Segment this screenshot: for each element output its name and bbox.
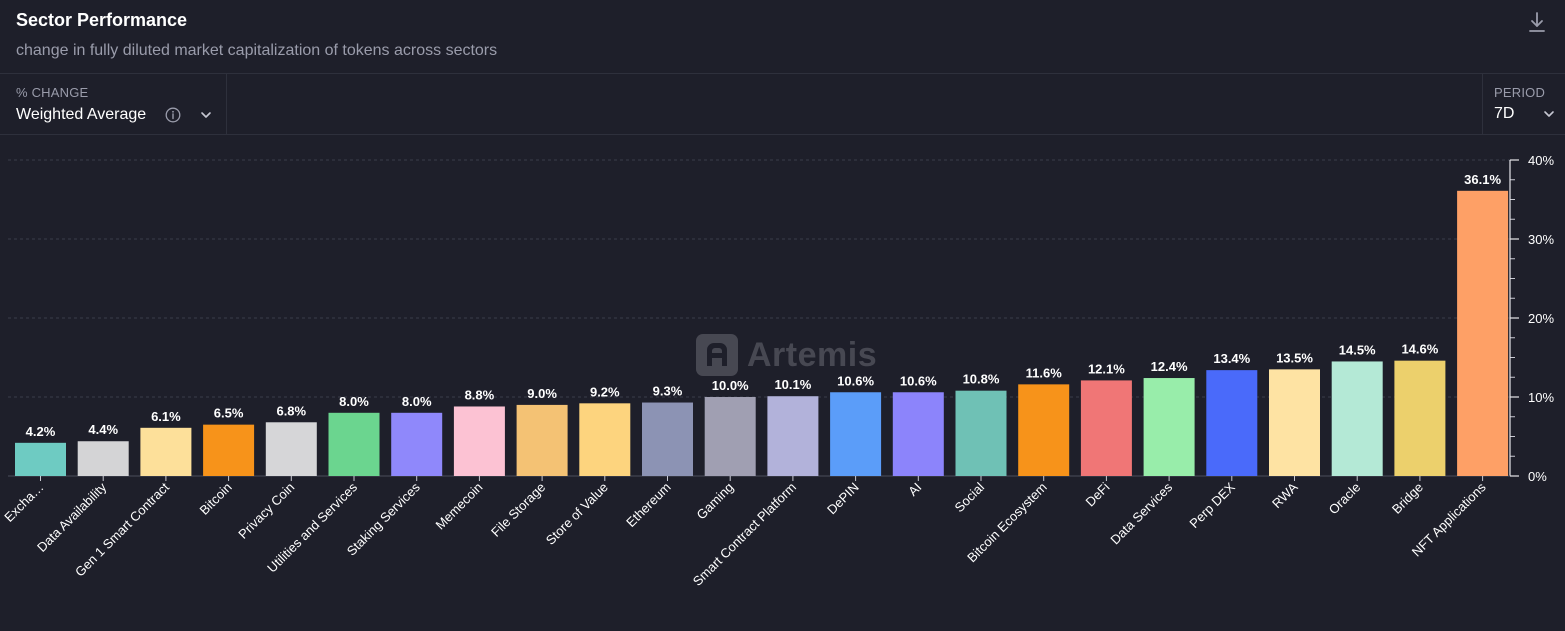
bar[interactable] xyxy=(1143,378,1195,476)
bar-value-label: 6.8% xyxy=(276,403,306,418)
category-label: Smart Contract Platform xyxy=(690,480,799,589)
metric-selector[interactable]: % CHANGE Weighted Average xyxy=(0,74,227,134)
category-label: AI xyxy=(905,480,924,499)
bar-value-label: 14.6% xyxy=(1401,342,1438,357)
category-label: Bitcoin xyxy=(197,480,235,518)
bar-value-label: 4.2% xyxy=(26,424,56,439)
category-label: Oracle xyxy=(1326,480,1364,518)
download-icon xyxy=(1529,12,1545,32)
category-label: DePIN xyxy=(824,480,862,518)
bar[interactable] xyxy=(579,403,631,476)
bar-value-label: 4.4% xyxy=(88,422,118,437)
bar[interactable] xyxy=(516,404,568,476)
period-label: PERIOD xyxy=(1494,85,1546,100)
y-tick-label: 40% xyxy=(1528,153,1554,168)
bar-value-label: 9.0% xyxy=(527,386,557,401)
category-label: Bridge xyxy=(1389,480,1426,517)
bar-value-label: 8.0% xyxy=(402,394,432,409)
category-label: Data Services xyxy=(1107,479,1175,547)
bar[interactable] xyxy=(1394,360,1446,476)
bar[interactable] xyxy=(955,390,1007,476)
bar-value-label: 8.8% xyxy=(465,387,495,402)
chart-subtitle: change in fully diluted market capitaliz… xyxy=(16,42,498,59)
bar-value-label: 10.0% xyxy=(712,378,749,393)
bar-value-label: 12.4% xyxy=(1151,359,1188,374)
info-icon[interactable] xyxy=(165,107,181,123)
artemis-watermark: Artemis xyxy=(696,334,877,376)
artemis-logo xyxy=(696,334,738,376)
bar[interactable] xyxy=(328,412,380,476)
y-tick-label: 10% xyxy=(1528,390,1554,405)
bar[interactable] xyxy=(77,441,129,476)
chart-header: Sector Performance change in fully dilut… xyxy=(0,0,1565,74)
category-label: Gaming xyxy=(694,480,737,523)
bar-value-label: 6.5% xyxy=(214,406,244,421)
y-tick-label: 0% xyxy=(1528,469,1547,484)
chevron-down-icon xyxy=(1544,111,1554,117)
bar[interactable] xyxy=(203,424,255,476)
category-label: DeFi xyxy=(1083,479,1113,509)
category-label: Perp DEX xyxy=(1186,479,1238,531)
category-label: Privacy Coin xyxy=(235,480,297,542)
bar[interactable] xyxy=(1018,384,1070,476)
bar[interactable] xyxy=(1206,370,1258,476)
category-label: Ethereum xyxy=(623,480,673,530)
bar-value-label: 10.8% xyxy=(963,372,1000,387)
bar[interactable] xyxy=(830,392,882,476)
period-selector[interactable]: PERIOD 7D xyxy=(1482,74,1565,134)
bar[interactable] xyxy=(1269,369,1320,476)
bar[interactable] xyxy=(642,402,693,476)
category-label: File Storage xyxy=(488,480,548,540)
bar-value-label: 13.4% xyxy=(1213,351,1250,366)
bar[interactable] xyxy=(892,392,944,476)
bar-value-label: 10.1% xyxy=(774,377,811,392)
bar-chart-svg: 0%10%20%30%40%4.2%Excha…4.4%Data Availab… xyxy=(1,153,1554,589)
bar-value-label: 8.0% xyxy=(339,394,369,409)
y-tick-label: 20% xyxy=(1528,311,1554,326)
bar-value-label: 36.1% xyxy=(1464,172,1501,187)
period-value: 7D xyxy=(1494,105,1515,122)
bar-value-label: 10.6% xyxy=(837,373,874,388)
bar[interactable] xyxy=(1080,380,1132,476)
bar-value-label: 12.1% xyxy=(1088,361,1125,376)
bar[interactable] xyxy=(391,412,443,476)
category-label: Memecoin xyxy=(433,480,486,533)
bar[interactable] xyxy=(453,406,505,476)
category-label: RWA xyxy=(1269,479,1301,511)
bar-value-label: 9.2% xyxy=(590,384,620,399)
bar[interactable] xyxy=(1457,190,1509,476)
y-tick-label: 30% xyxy=(1528,232,1554,247)
bar[interactable] xyxy=(15,442,66,476)
chart-controls: % CHANGE Weighted Average PERIOD 7D xyxy=(0,74,1565,135)
bar[interactable] xyxy=(704,397,756,476)
download-button[interactable] xyxy=(1524,10,1550,36)
bar-value-label: 6.1% xyxy=(151,409,181,424)
bar[interactable] xyxy=(767,396,819,476)
bar-chart: 0% 10% 20% 30% 40% 4.2% Excha… 4.4% Data Availab… xyxy=(0,135,1565,626)
bar-value-label: 10.6% xyxy=(900,373,937,388)
chevron-down-icon xyxy=(201,112,211,118)
category-label: Excha… xyxy=(1,480,46,525)
bar-value-label: 11.6% xyxy=(1026,365,1063,380)
bar-value-label: 14.5% xyxy=(1339,342,1376,357)
bar-value-label: 13.5% xyxy=(1276,350,1313,365)
metric-label: % CHANGE xyxy=(16,85,89,100)
metric-value: Weighted Average xyxy=(16,106,147,123)
chart-title: Sector Performance xyxy=(16,10,188,30)
category-label: Store of Value xyxy=(543,480,611,548)
watermark-text: Artemis xyxy=(747,335,878,374)
category-label: Social xyxy=(951,479,987,515)
bar[interactable] xyxy=(265,422,317,476)
bar[interactable] xyxy=(140,427,192,476)
bar-value-label: 9.3% xyxy=(653,384,683,399)
bar[interactable] xyxy=(1331,361,1383,476)
